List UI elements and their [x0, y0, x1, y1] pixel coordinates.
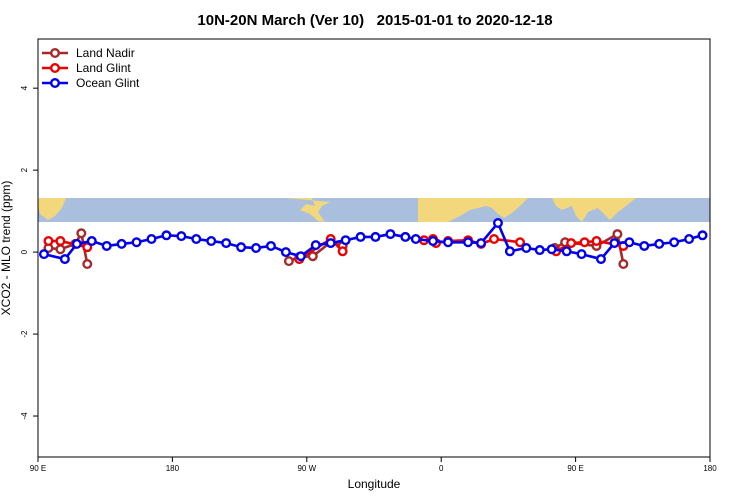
data-point — [325, 238, 336, 249]
land — [38, 198, 66, 220]
data-point — [410, 233, 421, 244]
land — [418, 198, 528, 222]
x-tick-label: 180 — [703, 464, 717, 473]
data-point — [206, 236, 217, 247]
data-point — [295, 251, 306, 262]
data-point — [639, 240, 650, 251]
data-point — [476, 238, 487, 249]
x-tick-label: 0 — [439, 464, 444, 473]
data-point — [624, 237, 635, 248]
data-point — [82, 258, 93, 269]
data-point — [236, 242, 247, 253]
y-tick-label: -2 — [20, 330, 29, 338]
data-point — [176, 231, 187, 242]
legend-marker — [50, 48, 61, 59]
data-point — [55, 244, 66, 255]
data-point — [310, 240, 321, 251]
data-point — [161, 230, 172, 241]
plot-frame — [37, 38, 711, 458]
land — [286, 198, 330, 222]
data-point — [576, 249, 587, 260]
y-axis-label: XCO2 - MLO trend (ppm) — [0, 181, 13, 316]
data-point — [146, 233, 157, 244]
data-point — [76, 228, 87, 239]
x-axis-label: Longitude — [348, 477, 401, 491]
data-point — [251, 242, 262, 253]
data-point — [55, 236, 66, 247]
data-point — [116, 238, 127, 249]
data-point — [131, 237, 142, 248]
data-point — [283, 256, 294, 267]
data-point — [265, 240, 276, 251]
x-tick-label: 90 E — [567, 464, 583, 473]
x-tick-label: 90 W — [297, 464, 316, 473]
map-strip — [38, 198, 710, 222]
data-point — [612, 229, 623, 240]
data-point — [59, 254, 70, 265]
data-point — [579, 237, 590, 248]
chart-title: 10N-20N March (Ver 10) 2015-01-01 to 202… — [197, 12, 552, 29]
data-point — [307, 251, 318, 262]
data-point — [546, 244, 557, 255]
y-tick-label: -4 — [20, 412, 29, 420]
data-point — [221, 238, 232, 249]
data-point — [515, 237, 526, 248]
data-point — [489, 233, 500, 244]
data-point — [355, 231, 366, 242]
data-point — [591, 236, 602, 247]
x-tick-label: 180 — [166, 464, 180, 473]
legend-label: Land Glint — [76, 61, 131, 75]
data-point — [566, 238, 577, 249]
data-point — [400, 231, 411, 242]
data-point — [669, 237, 680, 248]
data-point — [38, 249, 49, 260]
data-point — [534, 245, 545, 256]
data-point — [443, 237, 454, 248]
land — [552, 198, 636, 222]
y-tick-label: 0 — [20, 249, 29, 254]
data-point — [43, 236, 54, 247]
data-point — [280, 247, 291, 258]
data-point — [463, 237, 474, 248]
data-point — [86, 236, 97, 247]
y-tick-label: 2 — [20, 167, 29, 172]
data-point — [101, 240, 112, 251]
data-point — [521, 242, 532, 253]
legend-marker — [50, 62, 61, 73]
data-point — [618, 258, 629, 269]
x-tick-label: 90 E — [30, 464, 46, 473]
data-point — [191, 233, 202, 244]
data-point — [561, 246, 572, 257]
data-point — [337, 246, 348, 257]
data-point — [492, 218, 503, 229]
data-point — [609, 238, 620, 249]
legend-marker — [50, 77, 61, 88]
legend-label: Land Nadir — [76, 46, 135, 60]
data-point — [370, 231, 381, 242]
data-point — [427, 236, 438, 247]
data-point — [697, 230, 708, 241]
data-point — [71, 238, 82, 249]
data-point — [340, 235, 351, 246]
legend-label: Ocean Glint — [76, 76, 140, 90]
data-point — [595, 254, 606, 265]
data-point — [385, 229, 396, 240]
data-point — [654, 238, 665, 249]
data-point — [504, 246, 515, 257]
data-point — [684, 233, 695, 244]
y-tick-label: 4 — [20, 85, 29, 90]
